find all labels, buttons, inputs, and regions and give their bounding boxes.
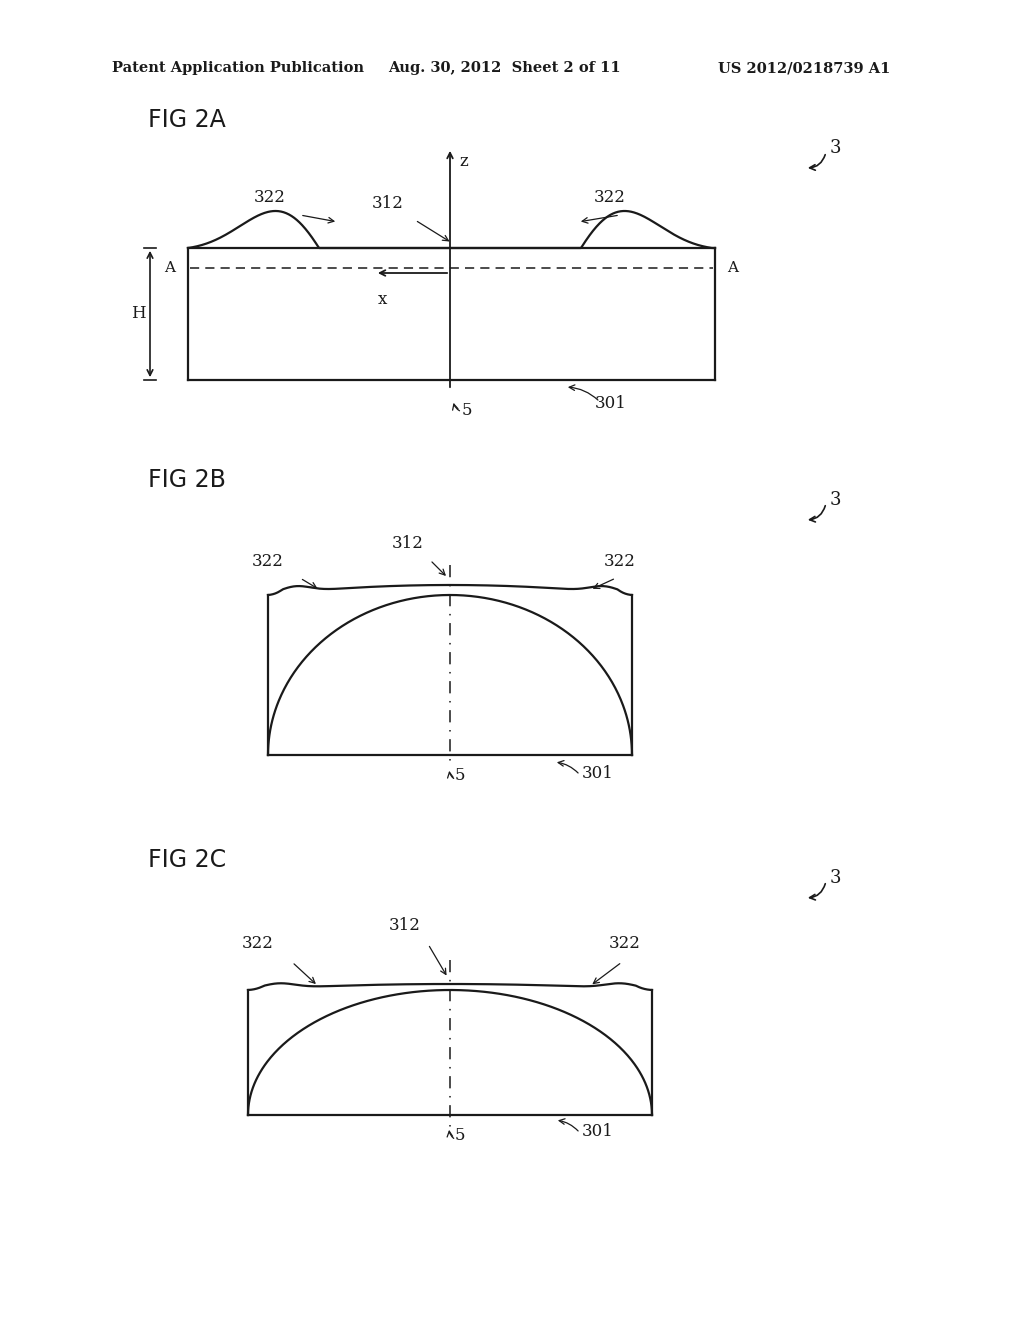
- Text: 312: 312: [392, 535, 424, 552]
- Text: Patent Application Publication: Patent Application Publication: [112, 61, 364, 75]
- Text: 322: 322: [252, 553, 284, 570]
- Text: A: A: [727, 261, 738, 275]
- Text: 5: 5: [455, 767, 466, 784]
- Text: 3: 3: [830, 491, 842, 510]
- Text: 322: 322: [242, 935, 274, 952]
- Text: FIG 2C: FIG 2C: [148, 847, 226, 873]
- Text: z: z: [459, 153, 468, 170]
- Text: 322: 322: [604, 553, 636, 570]
- Text: x: x: [378, 290, 387, 308]
- Text: 301: 301: [595, 395, 627, 412]
- Text: 301: 301: [582, 766, 613, 781]
- Text: 322: 322: [609, 935, 641, 952]
- Text: 322: 322: [254, 189, 286, 206]
- Text: FIG 2A: FIG 2A: [148, 108, 225, 132]
- Text: 312: 312: [372, 195, 403, 213]
- Text: A: A: [165, 261, 175, 275]
- Text: Aug. 30, 2012  Sheet 2 of 11: Aug. 30, 2012 Sheet 2 of 11: [388, 61, 621, 75]
- Text: US 2012/0218739 A1: US 2012/0218739 A1: [718, 61, 891, 75]
- Text: 312: 312: [389, 917, 421, 935]
- Text: FIG 2B: FIG 2B: [148, 469, 226, 492]
- Text: 301: 301: [582, 1123, 613, 1140]
- Text: 3: 3: [830, 869, 842, 887]
- Text: 3: 3: [830, 139, 842, 157]
- Text: H: H: [131, 305, 145, 322]
- Text: 322: 322: [594, 189, 626, 206]
- Text: 5: 5: [455, 1127, 466, 1144]
- Text: 5: 5: [462, 403, 472, 418]
